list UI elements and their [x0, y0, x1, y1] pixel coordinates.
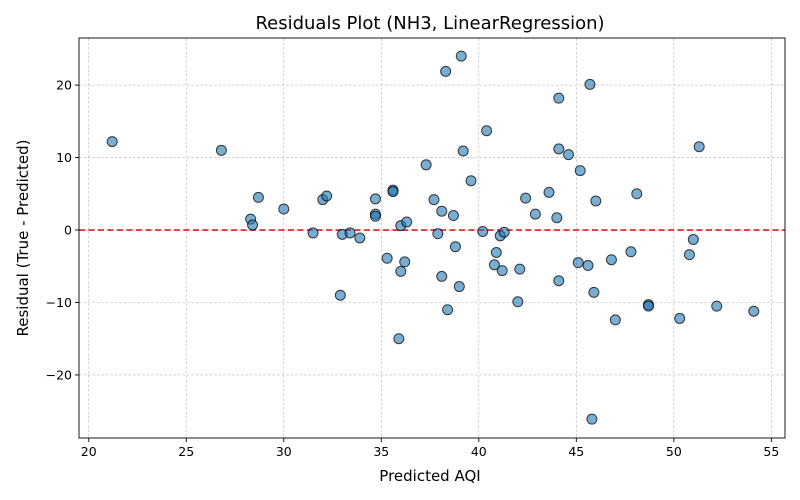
- data-point: [520, 192, 532, 204]
- x-tick-label: 25: [178, 444, 194, 459]
- data-point: [590, 195, 602, 207]
- data-point: [514, 263, 526, 275]
- data-point: [387, 186, 399, 198]
- data-point: [465, 175, 477, 187]
- y-tick-label: 10: [56, 150, 72, 165]
- data-point: [572, 257, 584, 269]
- data-point: [625, 246, 637, 258]
- data-point: [553, 275, 565, 287]
- data-point: [106, 136, 118, 148]
- data-point: [215, 144, 227, 156]
- data-point: [588, 286, 600, 298]
- grid-lines: [79, 38, 785, 438]
- data-point: [447, 210, 459, 222]
- data-point: [609, 314, 621, 326]
- data-point: [551, 212, 563, 224]
- y-axis-label: Residual (True - Predicted): [14, 139, 32, 336]
- data-point: [529, 208, 541, 220]
- data-point: [354, 232, 366, 244]
- data-point: [278, 203, 290, 215]
- data-point: [344, 227, 356, 239]
- data-point: [395, 265, 407, 277]
- data-point: [369, 193, 381, 205]
- data-points: [106, 50, 760, 425]
- data-point: [488, 259, 500, 271]
- y-tick-label: −10: [46, 295, 72, 310]
- data-point: [498, 226, 510, 238]
- data-point: [334, 289, 346, 301]
- data-point: [582, 260, 594, 272]
- data-point: [496, 265, 508, 277]
- data-point: [481, 125, 493, 137]
- data-point: [477, 225, 489, 237]
- data-point: [674, 312, 686, 324]
- data-point: [436, 205, 448, 217]
- y-tick-label: −20: [46, 367, 72, 382]
- plot-frame: [78, 37, 786, 439]
- data-point: [247, 219, 259, 231]
- data-point: [586, 413, 598, 425]
- data-point: [453, 281, 465, 293]
- data-point: [420, 159, 432, 171]
- data-point: [553, 92, 565, 104]
- data-point: [683, 249, 695, 261]
- data-point: [442, 304, 454, 316]
- data-point: [490, 246, 502, 258]
- data-point: [428, 194, 440, 206]
- chart-title: Residuals Plot (NH3, LinearRegression): [255, 13, 604, 34]
- data-point: [440, 65, 452, 77]
- data-point: [455, 50, 467, 62]
- x-axis-ticks: 20 25 30 35 40 45 50 55: [81, 438, 779, 459]
- data-point: [252, 191, 264, 203]
- data-point: [687, 233, 699, 245]
- x-tick-label: 40: [471, 444, 487, 459]
- data-point: [553, 143, 565, 155]
- x-tick-label: 35: [373, 444, 389, 459]
- data-point: [432, 228, 444, 240]
- data-point: [321, 190, 333, 202]
- x-tick-label: 50: [666, 444, 682, 459]
- data-point: [605, 254, 617, 266]
- data-point: [631, 188, 643, 200]
- data-point: [457, 145, 469, 157]
- data-point: [584, 78, 596, 90]
- data-point: [574, 165, 586, 177]
- y-tick-label: 0: [64, 223, 72, 238]
- data-point: [399, 256, 411, 268]
- data-point: [563, 149, 575, 161]
- data-point: [693, 141, 705, 153]
- data-point: [369, 210, 381, 222]
- data-point: [307, 227, 319, 239]
- y-axis-ticks: −20 −10 0 10 20: [46, 78, 79, 382]
- x-tick-label: 45: [568, 444, 584, 459]
- data-point: [393, 333, 405, 345]
- data-point: [711, 300, 723, 312]
- x-tick-label: 20: [81, 444, 97, 459]
- data-point: [642, 300, 654, 312]
- x-tick-label: 30: [276, 444, 292, 459]
- data-point: [401, 216, 413, 228]
- x-axis-label: Predicted AQI: [379, 467, 480, 485]
- data-point: [512, 296, 524, 308]
- data-point: [543, 186, 555, 198]
- x-tick-label: 55: [763, 444, 779, 459]
- y-tick-label: 20: [56, 78, 72, 93]
- data-point: [381, 252, 393, 264]
- data-point: [436, 270, 448, 282]
- data-point: [449, 241, 461, 253]
- data-point: [748, 305, 760, 317]
